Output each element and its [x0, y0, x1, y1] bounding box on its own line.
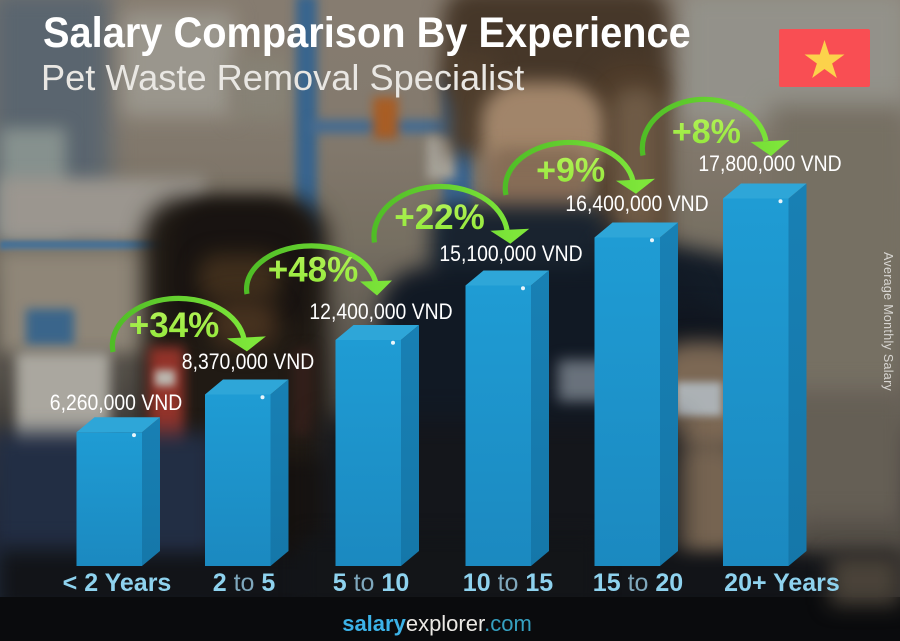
- svg-text:+8%: +8%: [672, 113, 741, 151]
- svg-text:+9%: +9%: [536, 152, 605, 190]
- svg-text:+34%: +34%: [129, 306, 220, 345]
- svg-text:+48%: +48%: [268, 251, 359, 290]
- svg-text:+22%: +22%: [394, 198, 485, 237]
